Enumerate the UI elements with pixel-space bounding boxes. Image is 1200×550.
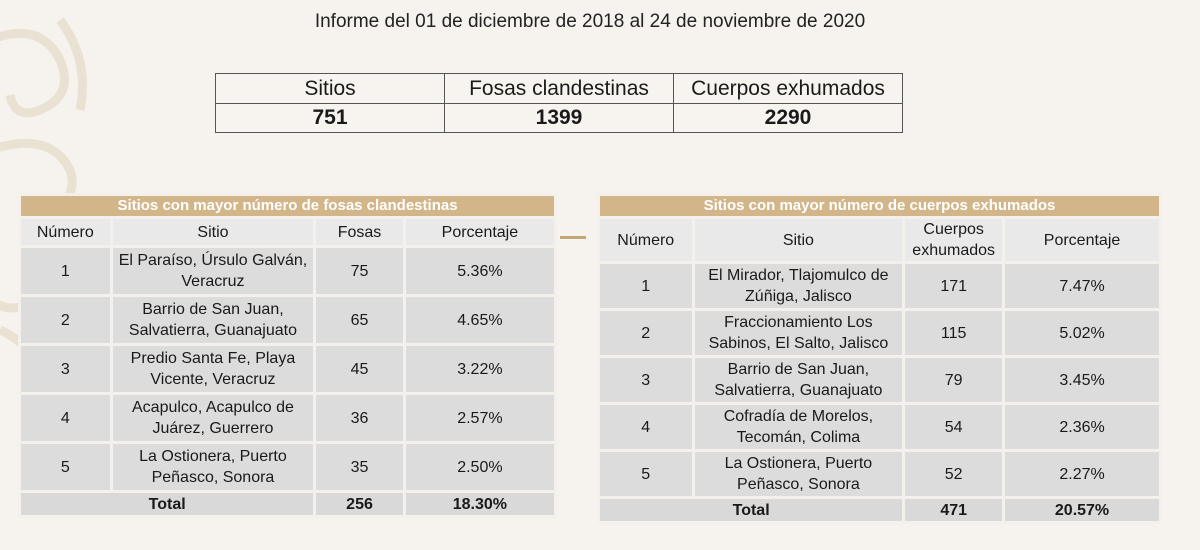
fosas-ranking-table: Sitios con mayor número de fosas clandes…	[17, 193, 558, 518]
table-row: 5 La Ostionera, Puerto Peñasco, Sonora 3…	[18, 441, 558, 493]
cuerpos-header-sitio: Sitio	[691, 216, 906, 264]
row-number: 3	[597, 355, 695, 405]
cuerpos-ranking-table: Sitios con mayor número de cuerpos exhum…	[596, 193, 1162, 524]
row-percentage: 2.27%	[1002, 449, 1162, 499]
row-percentage: 4.65%	[402, 294, 558, 346]
table-row: 5 La Ostionera, Puerto Peñasco, Sonora 5…	[597, 449, 1162, 499]
total-percentage: 18.30%	[402, 490, 558, 518]
row-percentage: 3.22%	[402, 343, 558, 395]
fosas-header-numero: Número	[18, 216, 113, 248]
summary-header-sitios: Sitios	[215, 73, 445, 104]
row-value: 52	[902, 449, 1006, 499]
cuerpos-table-title: Sitios con mayor número de cuerpos exhum…	[597, 193, 1162, 219]
row-number: 3	[18, 343, 113, 395]
row-percentage: 5.36%	[402, 245, 558, 297]
fosas-header-fosas: Fosas	[313, 216, 406, 248]
table-row: 4 Cofradía de Morelos, Tecomán, Colima 5…	[597, 402, 1162, 452]
row-site: El Paraíso, Úrsulo Galván, Veracruz	[109, 245, 317, 297]
table-row: 3 Predio Santa Fe, Playa Vicente, Veracr…	[18, 343, 558, 395]
cuerpos-header-row: Número Sitio Cuerpos exhumados Porcentaj…	[597, 216, 1162, 264]
cuerpos-header-cuerpos: Cuerpos exhumados	[902, 216, 1006, 264]
table-row: 1 El Paraíso, Úrsulo Galván, Veracruz 75…	[18, 245, 558, 297]
row-site: La Ostionera, Puerto Peñasco, Sonora	[691, 449, 906, 499]
row-number: 4	[18, 392, 113, 444]
fosas-table-title: Sitios con mayor número de fosas clandes…	[18, 193, 557, 219]
row-value: 79	[902, 355, 1006, 405]
row-site: El Mirador, Tlajomulco de Zúñiga, Jalisc…	[691, 261, 906, 311]
summary-table: Sitios Fosas clandestinas Cuerpos exhuma…	[215, 73, 903, 133]
total-value: 471	[902, 496, 1006, 524]
total-row: Total 256 18.30%	[17, 490, 558, 518]
summary-value-sitios: 751	[215, 103, 445, 133]
table-row: 4 Acapulco, Acapulco de Juárez, Guerrero…	[18, 392, 558, 444]
row-site: Fraccionamiento Los Sabinos, El Salto, J…	[691, 308, 906, 358]
row-site: La Ostionera, Puerto Peñasco, Sonora	[109, 441, 317, 493]
row-percentage: 5.02%	[1002, 308, 1162, 358]
connector-line	[560, 236, 586, 239]
row-value: 45	[313, 343, 406, 395]
summary-header-fosas: Fosas clandestinas	[444, 73, 674, 104]
row-number: 2	[597, 308, 695, 358]
summary-values-row: 751 1399 2290	[215, 103, 903, 133]
row-number: 1	[597, 261, 695, 311]
row-value: 36	[313, 392, 406, 444]
table-row: 1 El Mirador, Tlajomulco de Zúñiga, Jali…	[597, 261, 1162, 311]
row-site: Barrio de San Juan, Salvatierra, Guanaju…	[109, 294, 317, 346]
total-percentage: 20.57%	[1002, 496, 1162, 524]
row-value: 54	[902, 402, 1006, 452]
total-value: 256	[313, 490, 406, 518]
row-value: 115	[902, 308, 1006, 358]
report-title: Informe del 01 de diciembre de 2018 al 2…	[314, 11, 866, 32]
row-number: 4	[597, 402, 695, 452]
summary-value-fosas: 1399	[444, 103, 674, 133]
row-number: 2	[18, 294, 113, 346]
cuerpos-header-numero: Número	[597, 216, 695, 264]
row-percentage: 3.45%	[1002, 355, 1162, 405]
row-percentage: 7.47%	[1002, 261, 1162, 311]
row-site: Predio Santa Fe, Playa Vicente, Veracruz	[109, 343, 317, 395]
fosas-header-row: Número Sitio Fosas Porcentaje	[18, 216, 558, 248]
row-percentage: 2.57%	[402, 392, 558, 444]
row-site: Acapulco, Acapulco de Juárez, Guerrero	[109, 392, 317, 444]
row-value: 35	[313, 441, 406, 493]
row-percentage: 2.36%	[1002, 402, 1162, 452]
row-value: 65	[313, 294, 406, 346]
fosas-header-sitio: Sitio	[109, 216, 317, 248]
total-label: Total	[596, 496, 906, 524]
row-site: Barrio de San Juan, Salvatierra, Guanaju…	[691, 355, 906, 405]
summary-value-cuerpos: 2290	[673, 103, 903, 133]
row-site: Cofradía de Morelos, Tecomán, Colima	[691, 402, 906, 452]
table-row: 2 Fraccionamiento Los Sabinos, El Salto,…	[597, 308, 1162, 358]
total-label: Total	[17, 490, 317, 518]
row-value: 75	[313, 245, 406, 297]
summary-header-cuerpos: Cuerpos exhumados	[673, 73, 903, 104]
row-percentage: 2.50%	[402, 441, 558, 493]
fosas-header-porcentaje: Porcentaje	[402, 216, 558, 248]
row-number: 1	[18, 245, 113, 297]
cuerpos-header-porcentaje: Porcentaje	[1002, 216, 1162, 264]
summary-header-row: Sitios Fosas clandestinas Cuerpos exhuma…	[215, 73, 903, 104]
row-number: 5	[597, 449, 695, 499]
row-value: 171	[902, 261, 1006, 311]
total-row: Total 471 20.57%	[596, 496, 1162, 524]
table-row: 3 Barrio de San Juan, Salvatierra, Guana…	[597, 355, 1162, 405]
table-row: 2 Barrio de San Juan, Salvatierra, Guana…	[18, 294, 558, 346]
row-number: 5	[18, 441, 113, 493]
